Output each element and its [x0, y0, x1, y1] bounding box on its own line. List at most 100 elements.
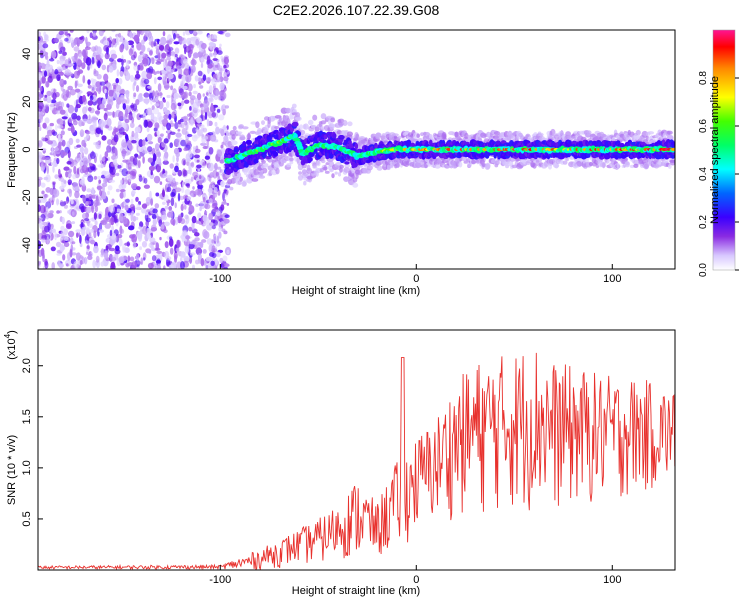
noise-point	[137, 155, 142, 159]
noise-point	[191, 221, 195, 231]
noise-point	[184, 120, 188, 126]
ridge-halo-point	[299, 124, 303, 130]
noise-point	[180, 251, 186, 258]
noise-point	[49, 122, 54, 127]
noise-point	[143, 257, 146, 261]
noise-point	[163, 265, 166, 269]
noise-point	[91, 46, 97, 52]
noise-point	[73, 61, 77, 70]
noise-point	[87, 253, 92, 257]
noise-point	[47, 75, 53, 83]
noise-point	[218, 231, 222, 239]
noise-point	[71, 56, 75, 60]
noise-point	[121, 168, 128, 177]
noise-point	[120, 65, 125, 73]
noise-point	[173, 147, 180, 155]
noise-point	[192, 186, 195, 190]
noise-point	[44, 51, 48, 59]
noise-point	[206, 238, 213, 245]
ridge-halo-point	[458, 161, 463, 168]
noise-point	[75, 252, 81, 261]
noise-point	[100, 163, 104, 169]
noise-point	[141, 145, 147, 154]
noise-point	[155, 192, 160, 197]
noise-point	[131, 261, 138, 269]
noise-point	[217, 30, 224, 35]
ridge-halo-point	[298, 171, 303, 175]
noise-point	[202, 249, 207, 254]
ridge-halo-point	[241, 181, 247, 187]
noise-point	[74, 190, 80, 199]
noise-point	[131, 233, 138, 243]
noise-point	[78, 232, 81, 237]
noise-point	[57, 125, 64, 129]
noise-point	[150, 40, 155, 48]
noise-point	[178, 37, 185, 41]
noise-point	[117, 58, 123, 63]
noise-point	[107, 185, 113, 191]
noise-point	[68, 37, 74, 44]
noise-point	[74, 88, 81, 93]
noise-point	[189, 95, 196, 101]
noise-point	[180, 122, 185, 129]
noise-point	[61, 216, 65, 225]
noise-point	[40, 62, 45, 67]
noise-point	[76, 58, 81, 65]
noise-point	[172, 155, 175, 163]
noise-point	[184, 99, 190, 104]
noise-point	[154, 90, 159, 99]
noise-point	[52, 181, 56, 190]
noise-point	[133, 64, 138, 71]
noise-point	[181, 186, 185, 193]
noise-point	[191, 215, 197, 224]
noise-point	[146, 217, 151, 223]
noise-point	[100, 129, 104, 136]
ridge-halo-point	[647, 131, 655, 135]
noise-point	[101, 191, 107, 200]
noise-point	[100, 261, 105, 267]
noise-point	[80, 226, 86, 236]
noise-point	[81, 151, 84, 159]
noise-point	[99, 189, 103, 197]
noise-point	[197, 212, 202, 219]
noise-point	[113, 84, 117, 90]
noise-point	[76, 232, 79, 239]
noise-point	[206, 138, 209, 148]
noise-point	[162, 160, 169, 165]
noise-point	[186, 158, 192, 162]
noise-point	[66, 160, 72, 165]
noise-point	[155, 96, 159, 102]
noise-point	[188, 44, 194, 52]
noise-point	[175, 138, 180, 144]
noise-point	[160, 36, 167, 46]
noise-point	[154, 203, 160, 209]
noise-point	[177, 128, 181, 132]
noise-point	[118, 111, 124, 120]
noise-point	[177, 217, 183, 222]
noise-point	[124, 118, 130, 124]
noise-point	[208, 162, 214, 172]
noise-point	[78, 119, 83, 127]
noise-point	[63, 166, 70, 171]
noise-point	[177, 169, 183, 177]
noise-point	[176, 247, 180, 253]
noise-point	[186, 37, 192, 45]
noise-point	[158, 219, 163, 227]
noise-point	[162, 107, 168, 113]
noise-point	[156, 250, 163, 254]
noise-point	[176, 65, 181, 71]
ridge-halo-point	[366, 165, 373, 171]
noise-point	[183, 255, 190, 262]
noise-point	[64, 37, 69, 42]
noise-point	[87, 79, 91, 85]
noise-point	[152, 208, 158, 214]
noise-point	[206, 92, 209, 96]
noise-point	[122, 159, 129, 163]
noise-point	[203, 231, 210, 239]
noise-point	[73, 260, 80, 269]
noise-point	[194, 148, 201, 154]
noise-point	[43, 103, 50, 107]
noise-point	[85, 130, 91, 135]
ridge-halo-point	[376, 165, 383, 171]
noise-point	[188, 205, 195, 214]
